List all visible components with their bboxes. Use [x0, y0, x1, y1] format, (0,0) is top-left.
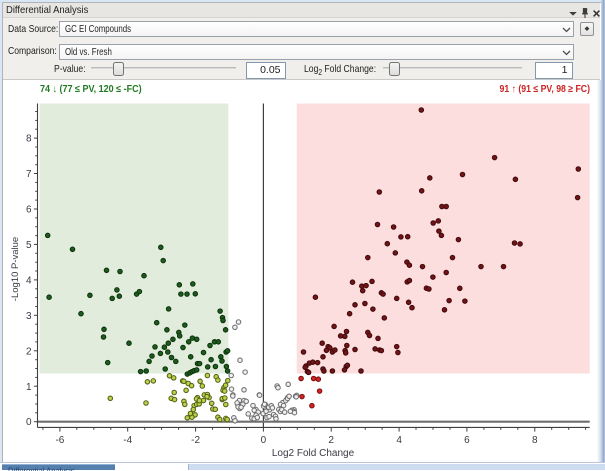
svg-text:0: 0: [26, 417, 32, 428]
svg-text:-2: -2: [191, 435, 200, 446]
svg-text:2: 2: [328, 435, 334, 446]
svg-text:2: 2: [26, 346, 32, 357]
svg-text:3: 3: [26, 311, 32, 322]
svg-text:8: 8: [532, 435, 538, 446]
svg-text:4: 4: [26, 275, 32, 286]
svg-text:-4: -4: [123, 435, 132, 446]
svg-text:5: 5: [26, 240, 32, 251]
svg-text:-Log10 P-value: -Log10 P-value: [10, 237, 21, 301]
svg-text:7: 7: [26, 169, 32, 180]
svg-text:6: 6: [464, 435, 470, 446]
svg-text:4: 4: [396, 435, 402, 446]
svg-text:-6: -6: [55, 435, 64, 446]
svg-text:Log2 Fold Change: Log2 Fold Change: [272, 448, 355, 459]
svg-text:0: 0: [261, 435, 267, 446]
svg-text:6: 6: [26, 205, 32, 216]
svg-text:1: 1: [26, 382, 32, 393]
svg-text:8: 8: [26, 134, 32, 145]
